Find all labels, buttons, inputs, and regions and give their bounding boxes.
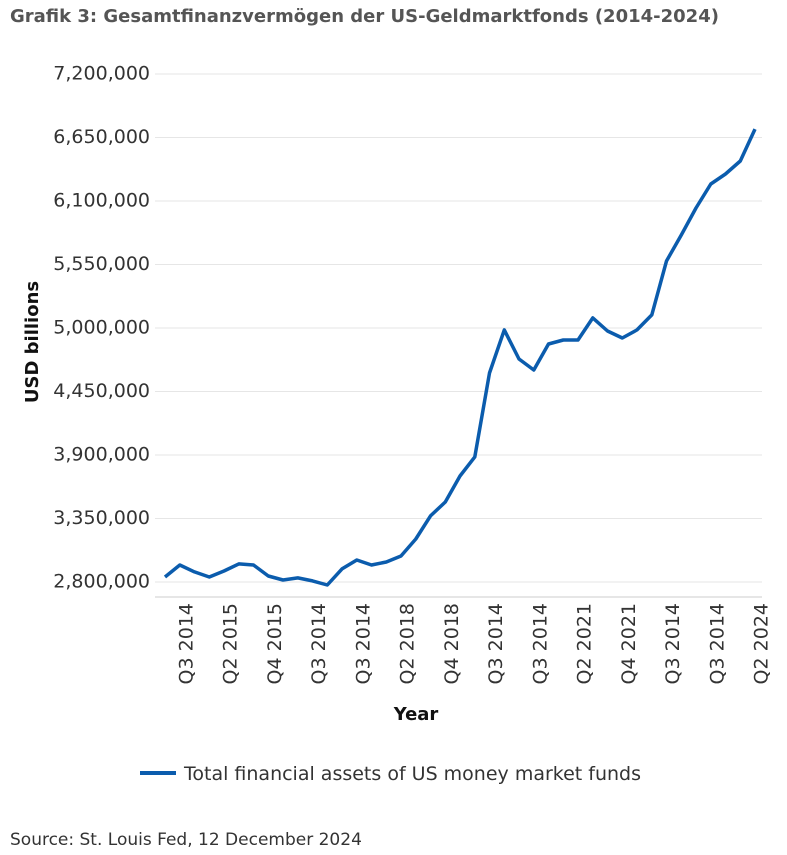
y-tick-label: 5,000,000 (53, 316, 150, 338)
x-axis-label: Year (393, 704, 439, 725)
y-tick-label: 4,450,000 (53, 380, 150, 402)
y-tick-label: 3,350,000 (53, 507, 150, 529)
y-axis-label: USD billions (22, 281, 43, 403)
x-tick-label: Q2 2015 (220, 603, 242, 684)
y-tick-label: 2,800,000 (53, 570, 150, 592)
x-tick-label: Q3 2014 (706, 603, 728, 684)
x-tick-label: Q4 2018 (441, 603, 463, 684)
x-tick-label: Q2 2021 (574, 603, 596, 684)
x-tick-label: Q4 2015 (264, 603, 286, 684)
data-line (163, 128, 757, 587)
source-note: Source: St. Louis Fed, 12 December 2024 (10, 830, 362, 850)
x-tick-label: Q3 2014 (529, 603, 551, 684)
y-tick-label: 3,900,000 (53, 443, 150, 465)
x-tick-label: Q2 2018 (397, 603, 419, 684)
x-tick-label: Q3 2014 (352, 603, 374, 684)
x-tick-label: Q2 2024 (751, 603, 773, 684)
x-tick-label: Q4 2021 (618, 603, 640, 684)
chart-title: Grafik 3: Gesamtfinanzvermögen der US-Ge… (10, 6, 719, 27)
x-tick-label: Q3 2014 (308, 603, 330, 684)
legend-label: Total financial assets of US money marke… (183, 763, 641, 785)
y-tick-label: 7,200,000 (53, 63, 150, 85)
x-tick-label: Q3 2014 (662, 603, 684, 684)
x-tick-label: Q3 2014 (175, 603, 197, 684)
y-tick-label: 6,650,000 (53, 126, 150, 148)
y-tick-label: 5,550,000 (53, 253, 150, 275)
x-tick-label: Q3 2014 (485, 603, 507, 684)
y-tick-label: 6,100,000 (53, 189, 150, 211)
